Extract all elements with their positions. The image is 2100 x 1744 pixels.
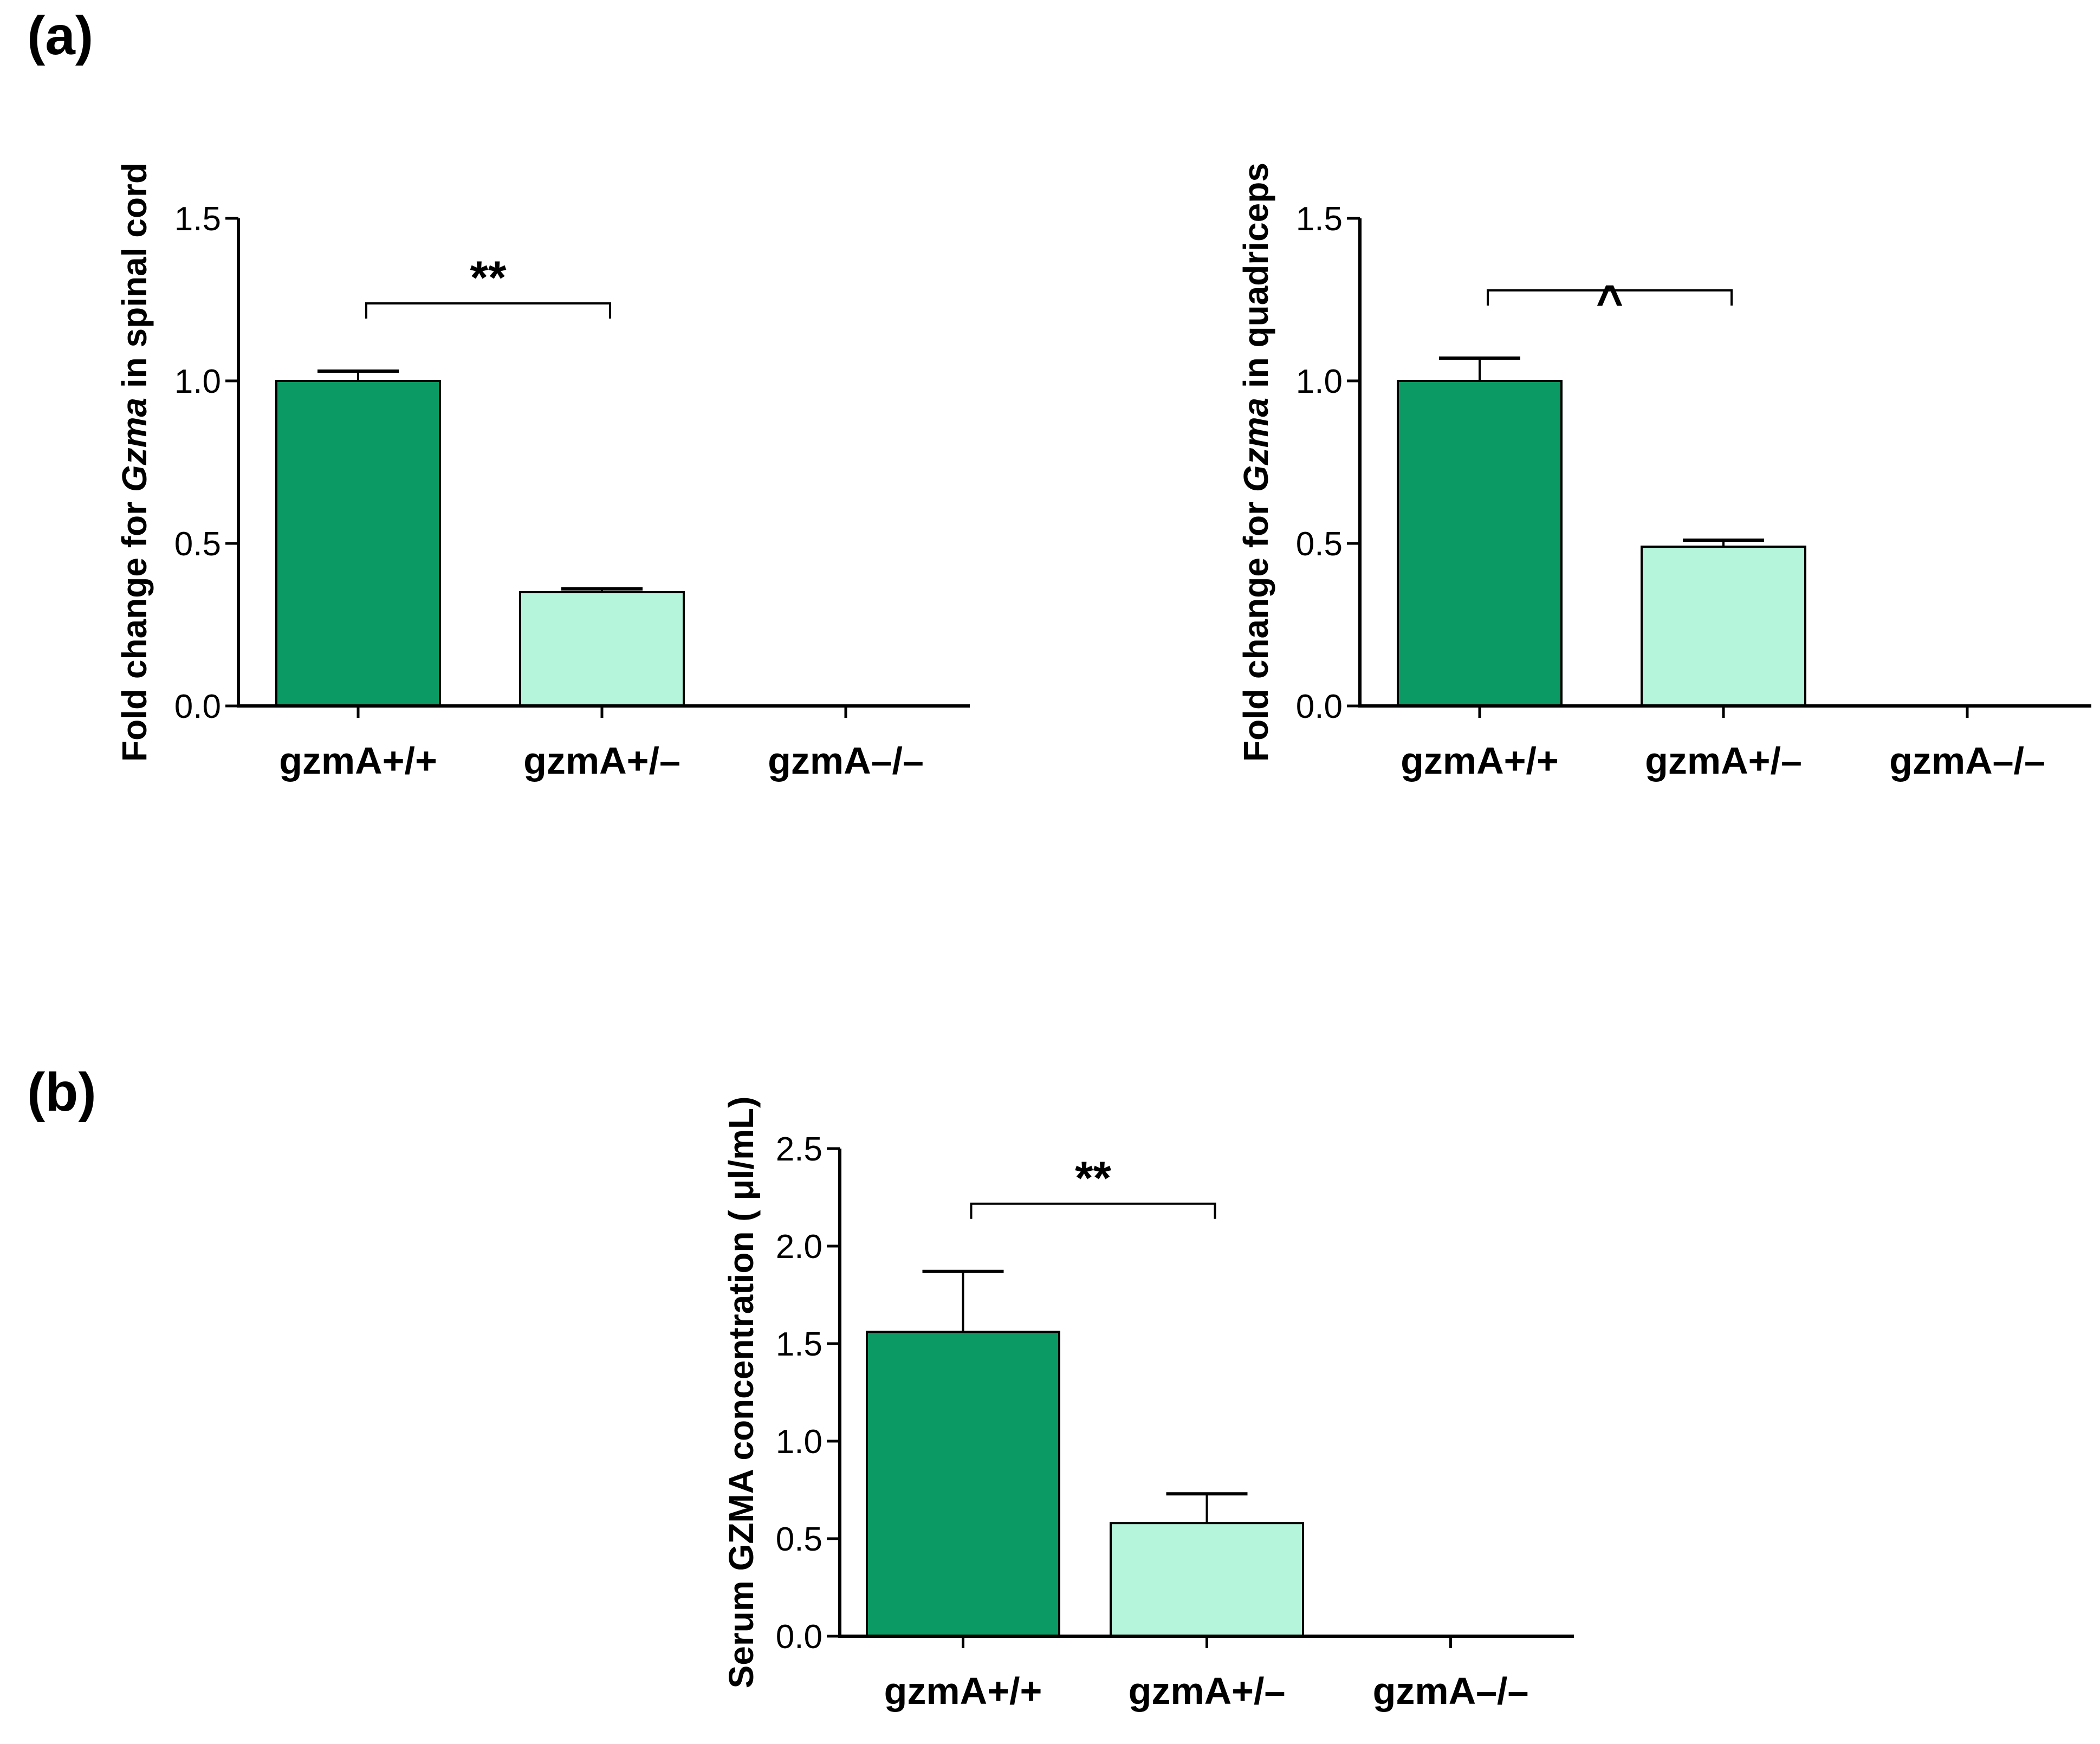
bar: [866, 1331, 1060, 1637]
chart-quadriceps: gzmA+/+ gzmA+/– gzmA–/– 0.0 0.5 1.0 1.5 Fold ch…: [1236, 163, 2091, 782]
y-axis-title-part: Gzma: [1236, 398, 1275, 492]
y-axis-title-part: Fold change for: [115, 492, 154, 762]
y-tick-label: 0.5: [174, 526, 221, 563]
x-tick-label: gzmA–/–: [1373, 1670, 1529, 1712]
y-tick-label: 1.0: [174, 363, 221, 400]
bar: [1110, 1522, 1304, 1637]
x-tick-label: gzmA–/–: [1889, 740, 2045, 782]
bar: [1641, 546, 1806, 707]
y-tick-label: 0.5: [1296, 526, 1343, 563]
bar: [275, 380, 441, 707]
significance-label: ^: [1596, 276, 1623, 328]
y-tick-label: 0.5: [776, 1521, 822, 1558]
x-tick-label: gzmA+/+: [884, 1670, 1042, 1712]
y-tick-label: 1.0: [776, 1423, 822, 1461]
significance-label: **: [1075, 1152, 1111, 1204]
panel-label-b: (b): [27, 1062, 96, 1123]
x-tick-label: gzmA–/–: [768, 740, 924, 782]
x-tick-label: gzmA+/–: [1645, 740, 1802, 782]
significance-label: **: [470, 252, 507, 304]
y-tick-label: 0.0: [776, 1618, 822, 1656]
y-axis-title-part: Gzma: [115, 398, 154, 492]
significance-bracket: [365, 302, 611, 319]
y-axis-title-part: in quadriceps: [1236, 163, 1275, 398]
y-axis-title: Serum GZMA concentration ( μl/mL): [722, 1097, 761, 1689]
chart-serum-gzma: gzmA+/+ gzmA+/– gzmA–/– 0.0 0.5 1.0 1.5 2.0 2.5 S…: [722, 1097, 1574, 1712]
significance-bracket: [970, 1202, 1216, 1219]
x-tick-label: gzmA+/–: [523, 740, 680, 782]
x-tick-label: gzmA+/+: [1401, 740, 1559, 782]
y-axis-title-part: Serum GZMA concentration ( μl/mL): [722, 1097, 761, 1689]
y-axis-title: Fold change for Gzma in spinal cord: [115, 163, 154, 762]
y-tick-label: 1.5: [776, 1326, 822, 1363]
y-tick-label: 1.5: [1296, 200, 1343, 238]
y-tick-label: 1.5: [174, 200, 221, 238]
chart-spinal-cord: gzmA+/+ gzmA+/– gzmA–/– 0.0 0.5 1.0 1.5 Fold ch…: [115, 163, 970, 782]
panel-label-a: (a): [27, 5, 93, 66]
bar: [519, 591, 685, 707]
y-tick-label: 0.0: [1296, 688, 1343, 725]
y-tick-label: 2.5: [776, 1131, 822, 1168]
x-tick-label: gzmA+/–: [1129, 1670, 1286, 1712]
y-axis-title: Fold change for Gzma in quadriceps: [1236, 163, 1275, 762]
x-tick-label: gzmA+/+: [279, 740, 437, 782]
bar: [1397, 380, 1563, 707]
significance-bracket: [1487, 289, 1733, 306]
y-axis-title-part: in spinal cord: [115, 163, 154, 398]
y-tick-label: 1.0: [1296, 363, 1343, 400]
y-tick-label: 2.0: [776, 1228, 822, 1266]
y-axis-title-part: Fold change for: [1236, 492, 1275, 762]
y-tick-label: 0.0: [174, 688, 221, 725]
